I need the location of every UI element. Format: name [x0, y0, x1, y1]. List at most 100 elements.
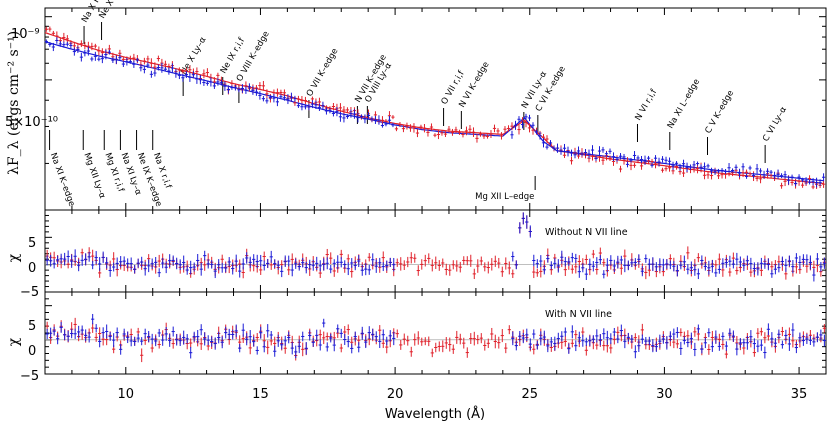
blue-residual-point	[563, 327, 567, 337]
red-residual-point	[402, 333, 406, 345]
blue-data-point	[377, 115, 381, 125]
red-residual-point	[430, 259, 434, 272]
blue-data-point	[573, 151, 577, 159]
blue-data-point	[538, 132, 542, 140]
blue-data-point	[69, 42, 73, 49]
blue-residual-point	[336, 255, 340, 270]
blue-data-point	[814, 177, 819, 188]
blue-residual-point	[584, 337, 588, 346]
red-residual-point	[423, 254, 427, 267]
blue-data-point	[737, 168, 742, 178]
bottom-line-label: Mg XII L–edge	[475, 192, 534, 202]
red-data-point	[177, 67, 181, 73]
blue-residual-point	[52, 259, 56, 269]
blue-residual-point	[808, 255, 812, 270]
red-residual-point	[609, 342, 613, 354]
red-residual-point	[346, 324, 350, 335]
blue-residual-point	[52, 326, 56, 336]
blue-residual-point	[689, 332, 693, 345]
bottom-line-marker: Mg XII Ly–α	[81, 130, 107, 200]
blue-residual-point	[80, 254, 84, 266]
blue-residual-point	[304, 342, 308, 355]
blue-residual-point	[364, 263, 368, 276]
blue-residual-point	[553, 336, 557, 351]
blue-residual-point	[276, 260, 280, 270]
red-residual-point	[171, 338, 175, 349]
blue-residual-point	[605, 258, 609, 273]
red-residual-point	[465, 256, 469, 266]
blue-data-point	[688, 164, 693, 170]
blue-data-point	[667, 157, 672, 166]
blue-data-point	[104, 49, 108, 60]
blue-residual-point	[644, 337, 648, 346]
blue-residual-point	[84, 253, 88, 266]
blue-data-point	[625, 161, 630, 168]
blue-data-point	[531, 122, 535, 129]
blue-residual-point	[224, 326, 228, 339]
red-residual-point	[301, 342, 305, 357]
blue-residual-point	[105, 257, 109, 269]
blue-residual-point	[822, 334, 826, 347]
red-data-point	[779, 182, 784, 189]
red-data-point	[545, 135, 549, 143]
bottom-line-marker: Na XI K–edge	[48, 130, 76, 208]
blue-residual-point	[518, 330, 522, 342]
red-residual-point	[479, 333, 483, 344]
blue-data-point	[114, 55, 118, 64]
blue-residual-point	[738, 256, 742, 268]
blue-residual-point	[535, 259, 539, 269]
blue-residual-point	[812, 337, 816, 347]
red-residual-point	[500, 329, 504, 343]
blue-residual-point	[710, 341, 714, 352]
blue-residual-point	[178, 335, 182, 347]
red-data-point	[744, 169, 749, 175]
blue-data-point	[72, 47, 76, 56]
bottom-line-marker: Mg XII L–edge	[475, 176, 536, 202]
blue-residual-point	[654, 341, 658, 352]
resid-bottom-annotation: With N VII line	[545, 309, 612, 320]
blue-residual-point	[567, 257, 571, 266]
blue-residual-point	[238, 343, 242, 353]
blue-residual-point	[206, 335, 210, 346]
blue-data-point	[286, 94, 290, 105]
blue-residual-point	[266, 258, 270, 268]
blue-residual-point	[164, 327, 168, 341]
blue-data-point	[370, 116, 374, 122]
blue-residual-point	[619, 324, 623, 337]
blue-residual-point	[749, 257, 753, 270]
blue-data-point	[513, 120, 518, 130]
blue-residual-point	[623, 334, 627, 349]
blue-data-point	[800, 177, 805, 183]
red-residual-point	[504, 257, 508, 270]
blue-residual-point	[556, 332, 560, 345]
blue-residual-point	[182, 255, 186, 270]
blue-residual-point	[759, 257, 763, 269]
blue-residual-point	[808, 335, 812, 346]
blue-residual-point	[598, 334, 602, 346]
blue-residual-point	[784, 258, 788, 272]
blue-data-point	[559, 147, 563, 155]
resid-top-annotation: Without N VII line	[545, 227, 628, 238]
red-residual-point	[140, 348, 144, 363]
blue-residual-point	[602, 328, 606, 340]
red-residual-point	[157, 340, 161, 349]
red-data-point	[440, 129, 444, 136]
top-line-marker: Ne X K–edge	[97, 0, 133, 40]
blue-data-point	[807, 180, 812, 185]
blue-residual-point	[199, 262, 203, 276]
red-residual-point	[367, 253, 371, 262]
blue-data-point	[338, 111, 343, 122]
blue-residual-point	[192, 331, 196, 342]
blue-residual-point	[651, 257, 655, 272]
red-residual-point	[735, 266, 739, 275]
blue-residual-point	[252, 254, 256, 265]
blue-residual-point	[595, 257, 599, 268]
blue-residual-point	[115, 327, 119, 338]
blue-data-point	[601, 146, 605, 153]
blue-residual-point	[101, 251, 105, 264]
red-residual-point	[441, 340, 445, 353]
red-residual-point	[763, 332, 767, 344]
top-line-marker: N VI K–edge	[457, 60, 492, 129]
blue-residual-point	[143, 328, 147, 339]
blue-residual-point	[87, 251, 91, 262]
